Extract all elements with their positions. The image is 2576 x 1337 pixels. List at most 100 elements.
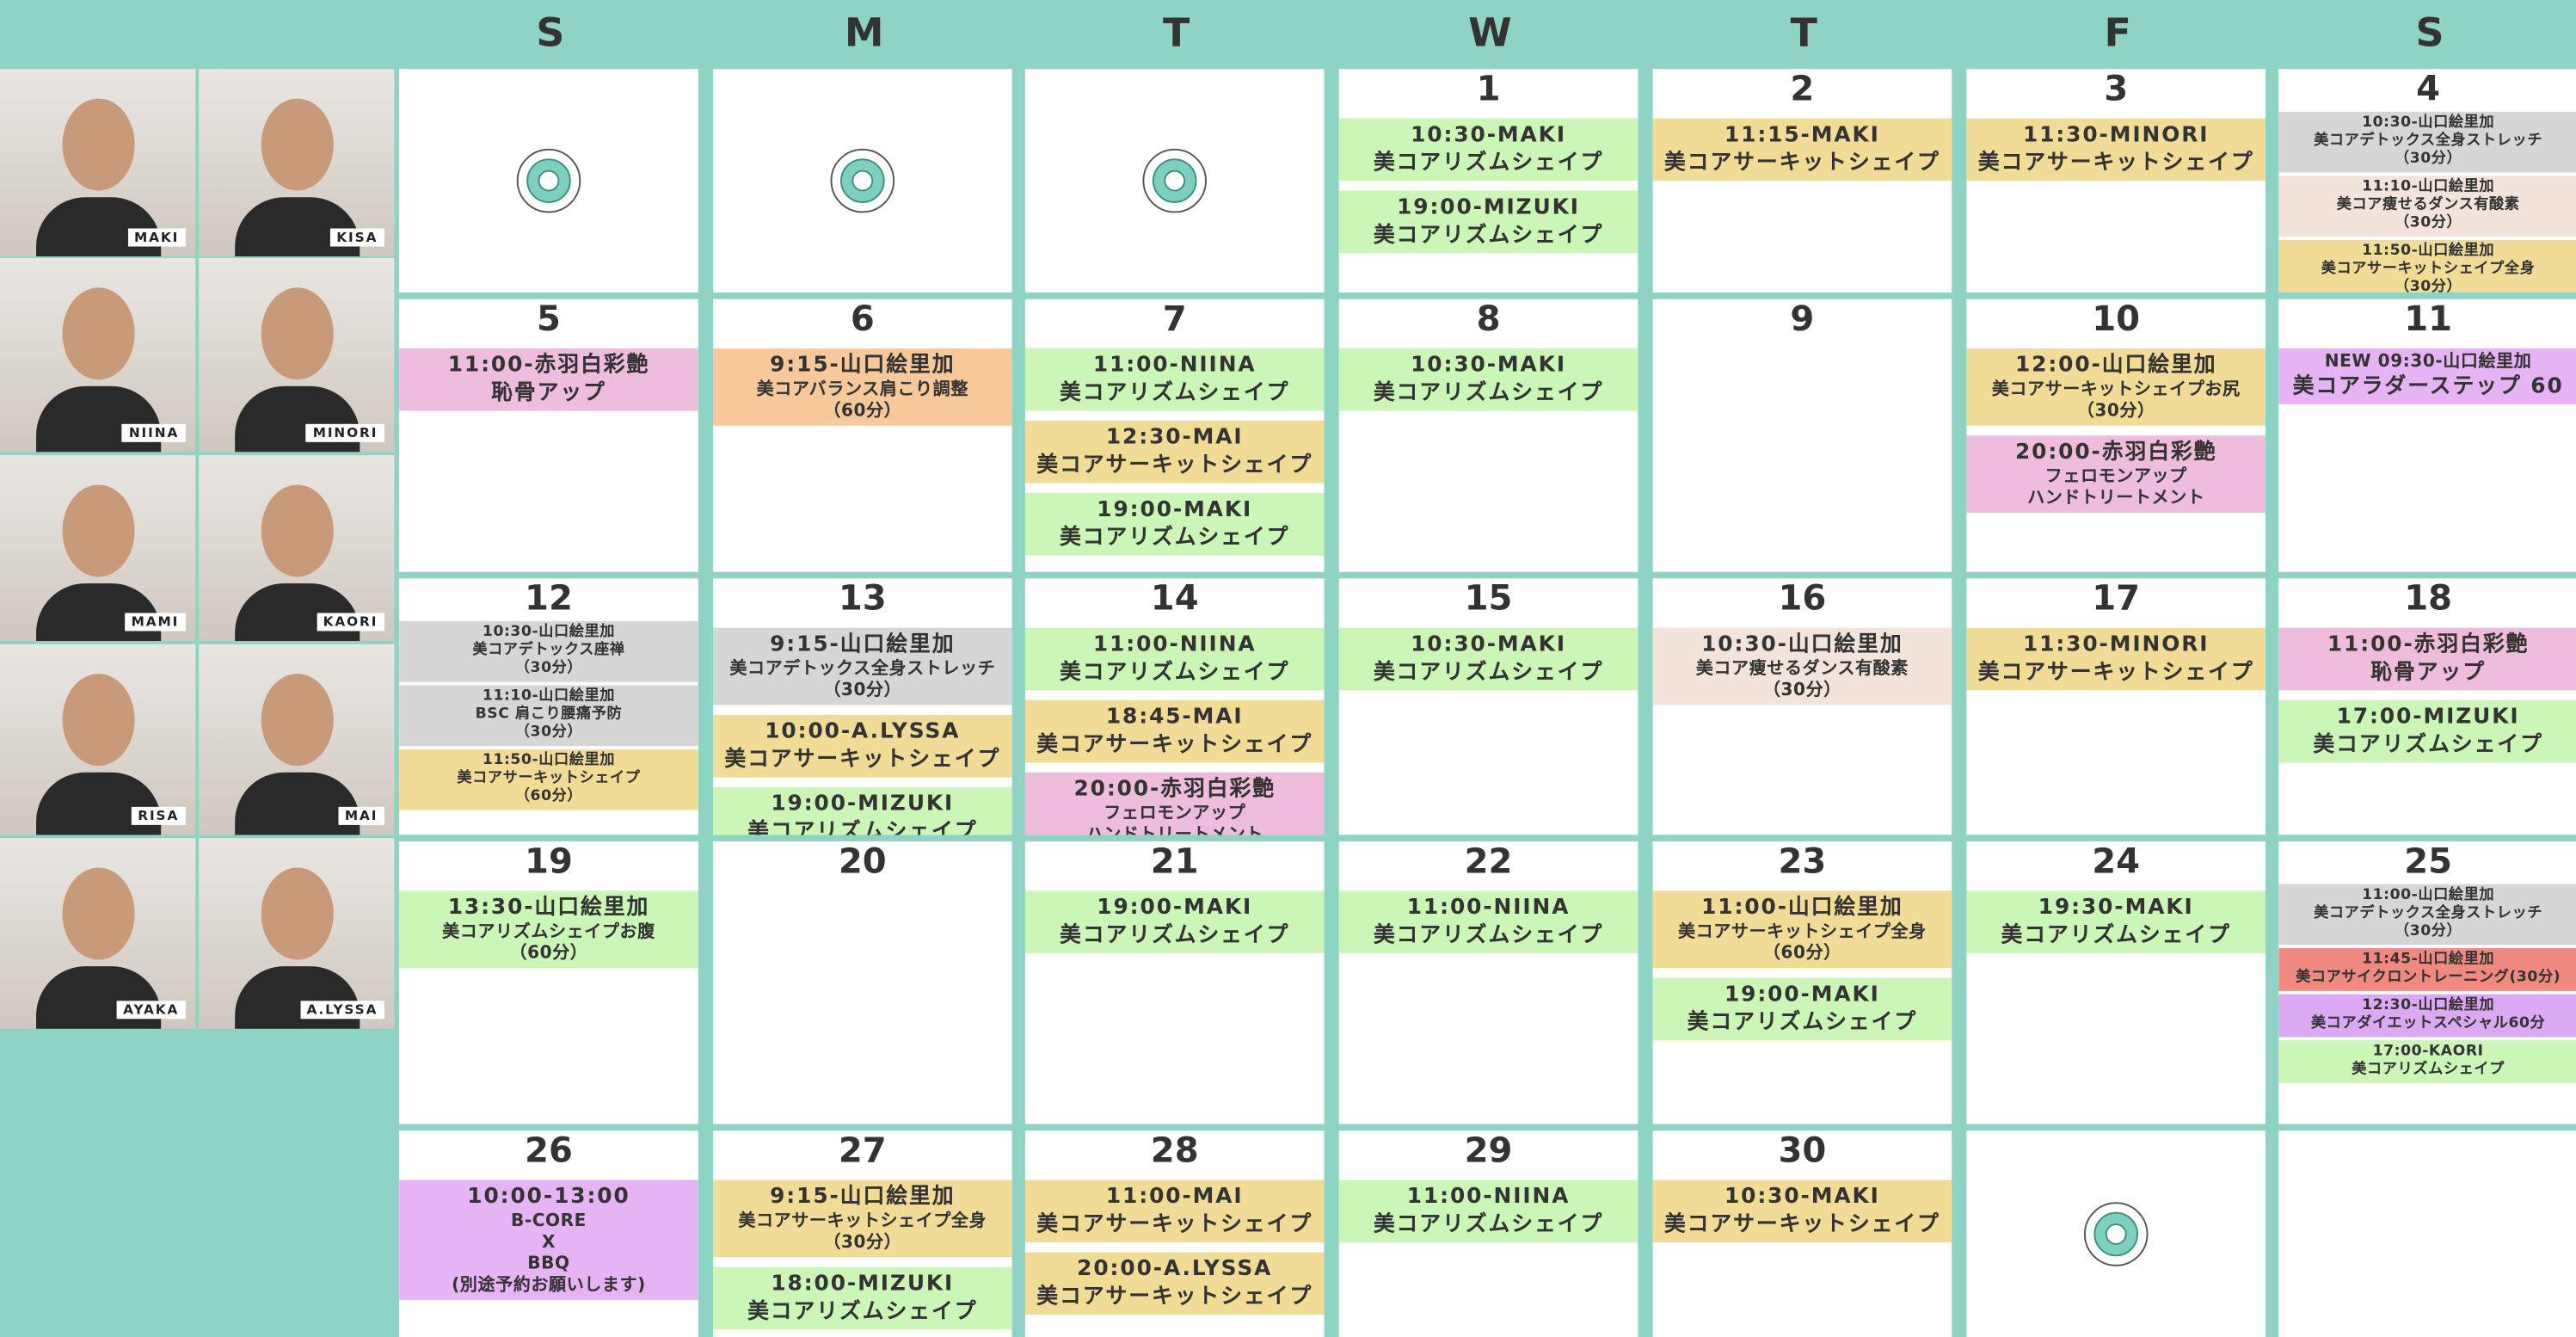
event-line: 11:10-山口絵里加 (482, 688, 616, 705)
event-line: （30分） (2394, 279, 2462, 293)
day-cell (399, 69, 698, 293)
date-number: 15 (1464, 578, 1513, 619)
event-line: フェロモンアップ (1104, 804, 1246, 823)
event-line: （60分） (1762, 943, 1841, 964)
weekday-header: T (1162, 9, 1190, 56)
photo-body (235, 772, 360, 835)
event-line: 美コアサーキットシェイプお尻 (1991, 379, 2241, 400)
event: 11:45-山口絵里加 美コアサイクロントレーニング(30分) (2278, 948, 2576, 991)
event: 19:30-MAKI 美コアリズムシェイプ (1966, 890, 2266, 953)
event: 11:30-MINORI 美コアサーキットシェイプ (1966, 118, 2266, 182)
event: 20:00-A.LYSSA 美コアサーキットシェイプ (1024, 1252, 1325, 1315)
instructor-photo: MAI (199, 644, 395, 835)
event-line: 美コアサーキットシェイプ (457, 770, 641, 787)
logo (516, 148, 581, 213)
event-line: 美コアリズムシェイプお腹 (442, 921, 655, 942)
event-line: （30分） (2394, 151, 2462, 168)
day-cell: 17 11:30-MINORI 美コアサーキットシェイプ (1966, 578, 2266, 835)
photo-head (261, 287, 334, 380)
event-line: 11:00-NIINA (1406, 896, 1571, 921)
event-line: 20:00-A.LYSSA (1077, 1257, 1273, 1282)
event-line: 20:00-赤羽白彩艶 (1073, 777, 1276, 803)
date-number: 21 (1150, 841, 1199, 881)
event-line: 美コアデトックス全身ストレッチ (2314, 132, 2543, 150)
weekday-header: M (844, 9, 884, 56)
day-cell: 18 11:00-赤羽白彩艶 恥骨アップ 17:00-MIZUKI 美コアリズムシェイプ (2278, 578, 2576, 835)
event-line: 美コアサーキットシェイプ (1977, 660, 2254, 686)
event-line: ハンドトリートメント (2027, 488, 2205, 508)
day-cell: 15 10:30-MAKI 美コアリズムシェイプ (1338, 578, 1638, 835)
event-line: フェロモンアップ (2044, 466, 2187, 487)
event: 11:30-MINORI 美コアサーキットシェイプ (1966, 627, 2266, 691)
weekday-header: W (1468, 9, 1512, 56)
day-cell: 5 11:00-赤羽白彩艶 恥骨アップ (399, 299, 698, 572)
logo (1142, 148, 1207, 213)
date-number: 13 (838, 578, 887, 619)
instructor-name: RISA (131, 806, 186, 825)
instructor-photo: MAMI (0, 455, 196, 641)
day-cell (712, 69, 1012, 293)
event-line: 美コアサーキットシェイプ全身 (1677, 921, 1927, 942)
date-number: 18 (2404, 578, 2453, 619)
instructor-photo: MAKI (0, 69, 196, 256)
event-line: 19:00-MAKI (1724, 983, 1880, 1007)
event-line: （30分） (2394, 923, 2462, 940)
event-line: B-CORE (510, 1211, 587, 1231)
day-cell: 2 11:15-MAKI 美コアサーキットシェイプ (1652, 69, 1952, 293)
event-line: 美コアサーキットシェイプ (1036, 732, 1313, 758)
day-cell (1966, 1131, 2266, 1337)
photo-head (62, 98, 135, 191)
event-line: 美コアサーキットシェイプ (1663, 1212, 1940, 1238)
event: 20:00-赤羽白彩艶 フェロモンアップ ハンドトリートメント (1966, 435, 2266, 513)
date-number: 2 (1790, 69, 1815, 109)
date-number: 6 (850, 299, 875, 339)
event-line: （60分） (823, 401, 902, 421)
event-line: 美コアラダーステップ 60 (2292, 374, 2564, 400)
date-number: 26 (525, 1131, 573, 1170)
event-line: 美コアバランス肩こり調整 (756, 379, 968, 400)
event: 17:00-KAORI 美コアリズムシェイプ (2278, 1040, 2576, 1083)
day-cell: 9 (1652, 299, 1952, 572)
event-line: 9:15-山口絵里加 (770, 1185, 956, 1210)
event-line: （30分） (823, 680, 902, 700)
event: 10:30-山口絵里加 美コアデトックス座禅 （30分） (399, 621, 698, 682)
event: 11:00-NIINA 美コアリズムシェイプ (1024, 348, 1325, 411)
day-cell: 21 19:00-MAKI 美コアリズムシェイプ (1024, 841, 1325, 1124)
event: 10:30-山口絵里加 美コア痩せるダンス有酸素 （30分） (1652, 627, 1952, 705)
day-cell: 12 10:30-山口絵里加 美コアデトックス座禅 （30分） 11:10-山口絵里加 B… (399, 578, 698, 835)
event-line: 美コアサーキットシェイプ (724, 748, 1001, 773)
date-number: 27 (838, 1131, 887, 1170)
instructor-name: KAORI (317, 613, 384, 632)
date-number: 5 (537, 299, 561, 339)
day-cell: 26 10:00-13:00 B-CORE X BBQ (別途予約お願いします) (399, 1131, 698, 1337)
event: NEW 09:30-山口絵里加 美コアラダーステップ 60 (2278, 348, 2576, 404)
event: 9:15-山口絵里加 美コアデトックス全身ストレッチ （30分） (712, 627, 1012, 705)
event: 11:00-NIINA 美コアリズムシェイプ (1024, 627, 1325, 691)
date-number: 24 (2092, 841, 2141, 881)
event: 11:00-赤羽白彩艶 恥骨アップ (2278, 627, 2576, 691)
day-cell: 13 9:15-山口絵里加 美コアデトックス全身ストレッチ （30分） 10:00-A.… (712, 578, 1012, 835)
photo-head (62, 867, 135, 960)
event-line: 恥骨アップ (491, 381, 606, 406)
event: 10:00-A.LYSSA 美コアサーキットシェイプ (712, 714, 1012, 778)
instructor-name: MINORI (306, 423, 384, 442)
day-cell: 14 11:00-NIINA 美コアリズムシェイプ 18:45-MAI 美コアサーキット… (1024, 578, 1325, 835)
event-line: 美コアリズムシェイプ (1373, 660, 1604, 686)
event: 19:00-MIZUKI 美コアリズムシェイプ (712, 786, 1012, 835)
event: 19:00-MAKI 美コアリズムシェイプ (1652, 977, 1952, 1041)
event-line: 18:00-MIZUKI (771, 1272, 955, 1297)
event-line: 12:00-山口絵里加 (2014, 353, 2217, 379)
event-line: 11:00-MAI (1105, 1185, 1244, 1210)
event-line: 美コアリズムシェイプ (2352, 1061, 2505, 1079)
event: 13:30-山口絵里加 美コアリズムシェイプお腹 （60分） (399, 890, 698, 969)
date-number: 16 (1778, 578, 1827, 619)
event-line: 10:30-山口絵里加 (2362, 114, 2495, 132)
date-number: 12 (525, 578, 573, 619)
photo-body (36, 197, 162, 256)
event-line: 美コアリズムシェイプ (2001, 923, 2231, 949)
event: 20:00-赤羽白彩艶 フェロモンアップ ハンドトリートメント (1024, 772, 1325, 835)
photo-head (261, 98, 334, 191)
event: 12:30-MAI 美コアサーキットシェイプ (1024, 420, 1325, 484)
